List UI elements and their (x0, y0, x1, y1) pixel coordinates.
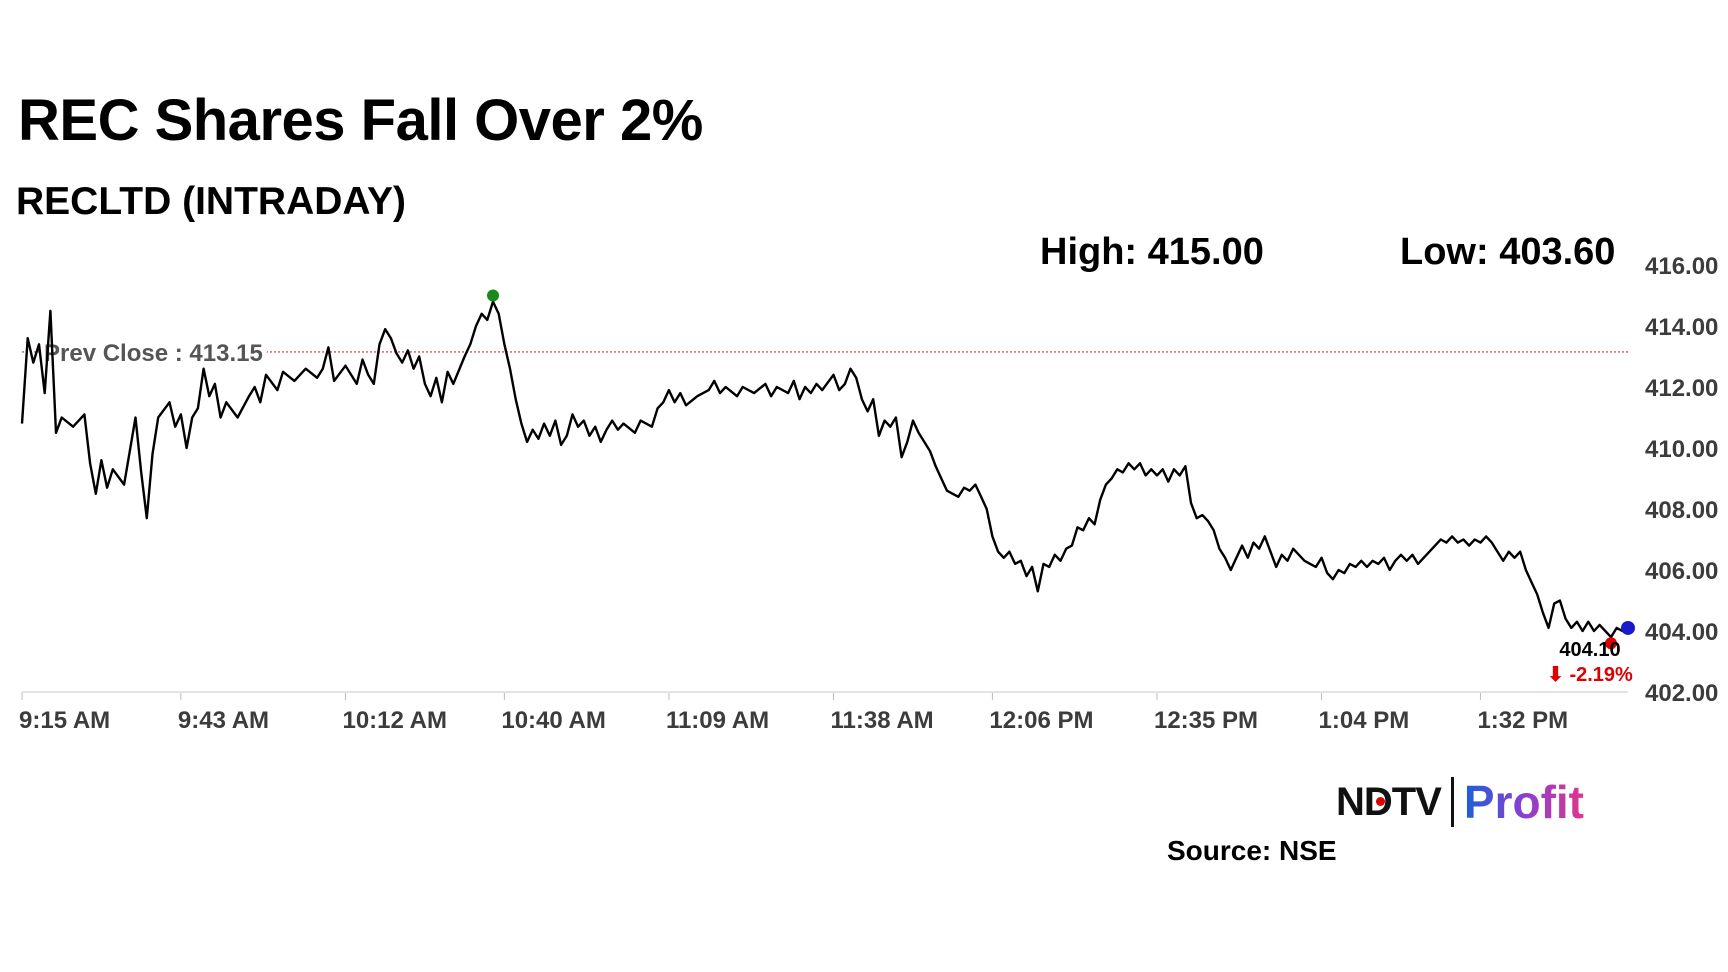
y-tick-label: 414.00 (1645, 314, 1718, 341)
last-price-label: 404.10 (1559, 639, 1620, 661)
last-price-marker (1621, 620, 1635, 635)
price-series-line (20, 300, 1629, 639)
x-tick-label: 12:35 PM (1154, 707, 1258, 734)
logo-ndtv-text: NDTV (1336, 779, 1442, 824)
x-tick-label: 10:40 AM (501, 707, 605, 734)
x-tick-label: 11:38 AM (831, 707, 934, 734)
x-tick-label: 9:15 AM (19, 707, 110, 734)
ndtv-profit-logo: NDTV Profit (1336, 774, 1584, 830)
logo-divider (1450, 777, 1454, 827)
y-axis: 416.00 414.00 412.00 410.00 408.00 406.00 404.… (1645, 253, 1718, 707)
prev-close-label-background (40, 337, 267, 369)
y-tick-label: 408.00 (1645, 497, 1718, 524)
x-tick-label: 1:32 PM (1477, 707, 1568, 734)
y-tick-label: 406.00 (1645, 558, 1718, 585)
chart-title: REC Shares Fall Over 2% (18, 88, 703, 153)
x-tick-label: 11:09 AM (666, 707, 769, 734)
x-tick-label: 1:04 PM (1319, 707, 1410, 734)
x-tick-label: 9:43 AM (178, 707, 269, 734)
percent-change-label: ⬇ -2.19% (1547, 664, 1633, 686)
intraday-line-chart: 416.00 414.00 412.00 410.00 408.00 406.00 404.… (19, 253, 1718, 734)
logo-profit-text: Profit (1463, 776, 1584, 828)
y-tick-label: 412.00 (1645, 375, 1718, 402)
y-tick-label: 416.00 (1645, 253, 1718, 280)
low-marker (1604, 637, 1617, 650)
y-tick-label: 402.00 (1645, 680, 1718, 707)
x-tick-label: 12:06 PM (989, 707, 1093, 734)
day-low-text: Low: 403.60 (1400, 231, 1616, 273)
x-tick-label: 10:12 AM (342, 707, 446, 734)
chart-subtitle: RECLTD (INTRADAY) (16, 180, 406, 223)
day-high-text: High: 415.00 (1040, 231, 1264, 273)
prev-close-label: Prev Close : 413.15 (44, 340, 263, 367)
source-note: Source: NSE (1167, 835, 1337, 866)
y-tick-label: 410.00 (1645, 436, 1718, 463)
y-tick-label: 404.00 (1645, 619, 1718, 646)
x-axis: 9:15 AM 9:43 AM 10:12 AM 10:40 AM 11:09 AM 11… (19, 692, 1568, 734)
high-marker (487, 289, 500, 302)
